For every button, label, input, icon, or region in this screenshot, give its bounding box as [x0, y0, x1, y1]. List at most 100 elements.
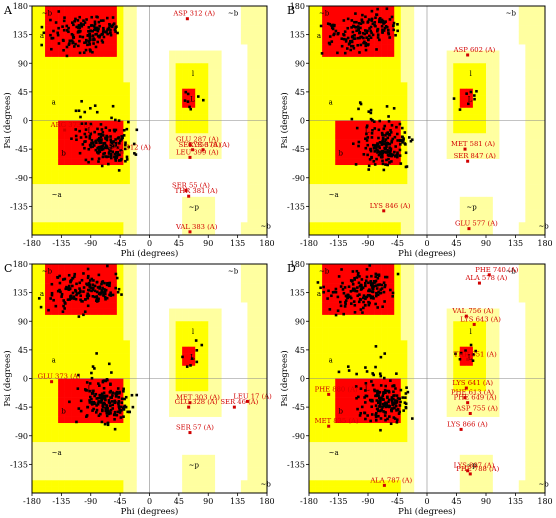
data-point — [113, 144, 116, 148]
region-cell-generous — [260, 410, 268, 417]
region-cell-core — [374, 276, 382, 284]
region-cell-generous — [247, 114, 255, 121]
region-cell-core — [116, 120, 124, 128]
region-cell-allowed — [90, 56, 98, 64]
region-cell-allowed — [32, 95, 39, 102]
outlier-point — [187, 405, 191, 409]
region-cell-generous — [182, 228, 189, 236]
region-cell-generous — [374, 467, 382, 475]
region-cell-allowed — [58, 480, 65, 487]
data-point — [74, 297, 78, 301]
region-cell-allowed — [64, 423, 72, 430]
region-cell-generous — [253, 44, 261, 51]
region-cell-generous — [84, 467, 92, 475]
region-cell-generous — [214, 56, 222, 64]
region-cell-generous — [361, 190, 369, 198]
region-cell-generous — [240, 25, 248, 32]
region-cell-allowed — [103, 82, 111, 89]
region-cell-generous — [188, 152, 196, 159]
region-cell-core — [71, 50, 78, 58]
region-cell-generous — [400, 486, 408, 494]
region-cell-core — [103, 270, 111, 278]
region-cell-allowed — [123, 423, 131, 430]
region-cell-generous — [472, 308, 480, 316]
region-cell-allowed — [188, 340, 196, 347]
data-point — [65, 29, 69, 32]
region-cell-core — [64, 416, 72, 424]
outlier-point — [184, 188, 188, 192]
region-cell-generous — [466, 486, 474, 494]
y-tick-label: 90 — [295, 59, 305, 68]
region-cell-generous — [247, 480, 255, 487]
region-cell-generous — [58, 461, 65, 468]
region-cell-core — [58, 283, 65, 290]
region-cell-allowed — [110, 353, 118, 360]
region-cell-core — [322, 264, 329, 271]
region-cell-generous — [309, 196, 316, 204]
data-point — [402, 139, 405, 142]
data-point — [366, 143, 370, 147]
region-cell-generous — [169, 50, 176, 58]
data-point — [117, 153, 121, 157]
data-point — [349, 290, 353, 293]
region-cell-allowed — [90, 480, 98, 487]
region-cell-allowed — [45, 429, 52, 437]
region-cell-core — [374, 120, 382, 128]
region-cell-generous — [400, 333, 408, 341]
region-cell-generous — [38, 454, 46, 462]
region-cell-allowed — [394, 283, 402, 290]
region-cell-core — [368, 139, 375, 147]
region-cell-allowed — [116, 25, 124, 32]
region-cell-core — [328, 50, 336, 58]
region-cell-generous — [525, 372, 533, 379]
region-cell-generous — [208, 209, 216, 217]
region-cell-generous — [208, 467, 216, 475]
region-cell-allowed — [328, 158, 336, 166]
region-cell-generous — [175, 145, 183, 153]
region-cell-core — [103, 120, 111, 128]
region-cell-allowed — [374, 359, 382, 367]
region-cell-generous — [309, 203, 316, 210]
data-point — [135, 393, 139, 397]
region-cell-allowed — [341, 429, 349, 437]
data-point — [374, 144, 378, 148]
data-point — [351, 282, 355, 286]
region-cell-allowed — [315, 18, 323, 26]
region-cell-allowed — [71, 365, 78, 373]
region-cell-allowed — [368, 88, 375, 96]
region-cell-generous — [247, 120, 255, 128]
region-cell-allowed — [400, 95, 408, 102]
region-cell-core — [71, 158, 78, 166]
region-cell-allowed — [45, 63, 52, 70]
region-cell-generous — [123, 184, 131, 191]
region-cell-allowed — [335, 353, 343, 360]
region-cell-allowed — [394, 69, 402, 77]
region-cell-generous — [90, 215, 98, 223]
data-point — [56, 31, 59, 35]
region-cell-generous — [253, 435, 261, 443]
region-cell-allowed — [38, 6, 46, 13]
region-cell-generous — [531, 95, 539, 102]
region-cell-allowed — [195, 340, 203, 347]
region-cell-generous — [492, 139, 500, 147]
data-point — [95, 32, 98, 36]
region-cell-allowed — [77, 228, 85, 236]
region-cell-allowed — [58, 228, 65, 236]
region-cell-allowed — [32, 321, 39, 328]
region-cell-generous — [374, 461, 382, 468]
data-point — [391, 291, 395, 295]
region-cell-allowed — [387, 365, 395, 373]
region-cell-generous — [407, 196, 415, 204]
region-cell-generous — [479, 308, 487, 316]
region-cell-generous — [169, 333, 176, 341]
region-cell-generous — [201, 152, 209, 159]
data-point — [102, 35, 106, 39]
data-point — [101, 280, 105, 283]
region-cell-generous — [260, 289, 268, 297]
x-tick-label: 45 — [174, 497, 184, 506]
region-cell-allowed — [51, 486, 59, 494]
data-point — [125, 158, 129, 161]
region-cell-generous — [387, 461, 395, 468]
data-point — [84, 38, 88, 42]
region-cell-generous — [247, 302, 255, 309]
